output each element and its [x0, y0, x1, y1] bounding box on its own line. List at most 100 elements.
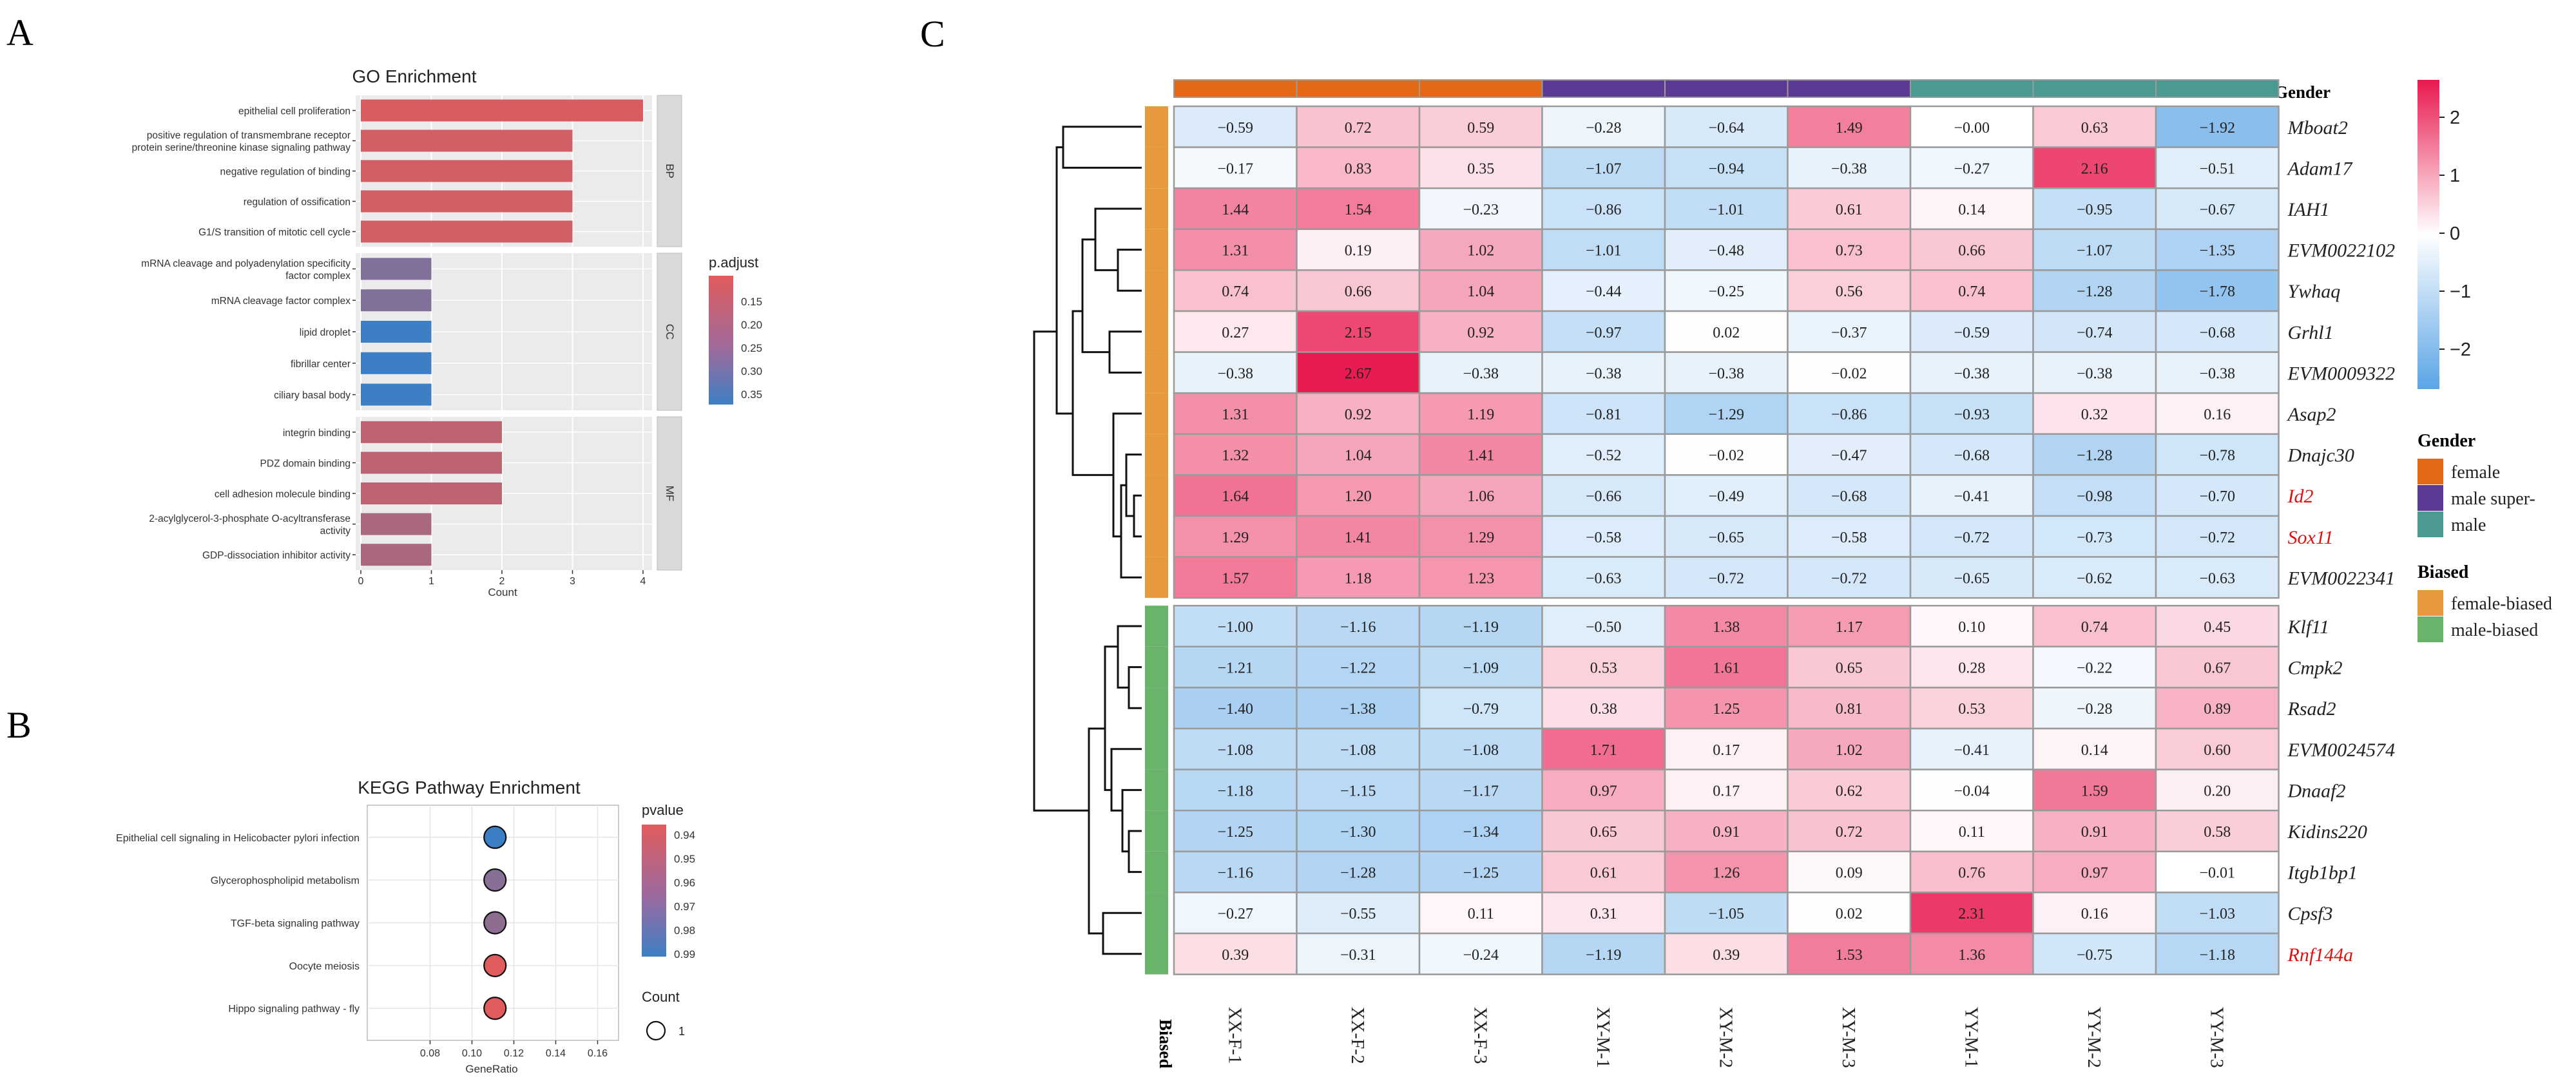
gene-label: Sox11 [2288, 527, 2334, 548]
kegg-pathway-label: Oocyte meiosis [289, 961, 360, 972]
heatmap-cell-value: 0.11 [1959, 824, 1985, 841]
heatmap-cell-value: 0.11 [1468, 906, 1494, 922]
heatmap-cell [2155, 892, 2280, 935]
heatmap-cell [1173, 687, 1298, 730]
kegg-xtick-label: 0.12 [504, 1048, 524, 1059]
heatmap-cell [1418, 515, 1543, 558]
heatmap-cell [2032, 850, 2157, 893]
dendrogram-branch [1081, 238, 1110, 354]
heatmap-cell-value: −0.38 [1708, 365, 1744, 382]
heatmap-cell-value: −0.38 [2199, 365, 2235, 382]
heatmap-cell-value: −1.28 [2077, 448, 2113, 464]
heatmap-cell-value: −0.38 [1954, 365, 1990, 382]
heatmap-cell-value: −1.07 [1586, 160, 1622, 177]
biased-annotation-cell [1145, 147, 1168, 189]
heatmap-cell-value: −0.68 [2199, 325, 2235, 341]
heatmap-cell-value: 1.32 [1222, 448, 1249, 464]
heatmap-cell-value: 0.09 [1836, 865, 1863, 882]
heatmap-cell-value: 1.49 [1836, 120, 1863, 137]
heatmap-cell [1909, 433, 2034, 476]
go-xlabel: Count [488, 586, 517, 598]
go-xtick-label: 3 [570, 576, 575, 587]
heatmap-cell-value: −1.03 [2199, 906, 2235, 922]
biased-annotation-cell [1145, 516, 1168, 557]
biased-annotation-cell [1145, 687, 1168, 729]
heatmap-cell [1909, 809, 2034, 853]
biased-annotation-cell [1145, 106, 1168, 148]
kegg-point [483, 997, 507, 1020]
heatmap-cell-value: 0.92 [1467, 325, 1494, 341]
gender-annotation-cell [2032, 79, 2157, 98]
gender-annotation-cell [2155, 79, 2280, 98]
heatmap-cell-value: 0.61 [1590, 865, 1617, 882]
go-bar [361, 258, 432, 280]
heatmap-cell-value: −0.49 [1708, 488, 1744, 505]
heatmap-cell [1664, 850, 1789, 893]
gene-label: Mboat2 [2287, 117, 2348, 138]
dendrogram-branch [1121, 788, 1142, 853]
go-term-label: protein serine/threonine kinase signalin… [132, 142, 351, 153]
kegg-pathway-label: Hippo signaling pathway - fly [228, 1004, 360, 1015]
heatmap-cell-value: −1.05 [1708, 906, 1744, 922]
gene-label: Dnaaf2 [2287, 780, 2346, 801]
legend-biased-label: male-biased [2451, 620, 2538, 640]
heatmap-cell [1296, 433, 1421, 476]
gene-label: Rsad2 [2287, 698, 2336, 720]
heatmap-cell [1296, 556, 1421, 599]
heatmap-cell [2032, 269, 2157, 312]
gene-label: Ywhaq [2288, 281, 2341, 302]
heatmap-cell [2032, 310, 2157, 353]
legend-biased-title: Biased [2417, 562, 2469, 582]
heatmap-cell [1418, 556, 1543, 599]
heatmap-cell-value: −1.18 [2199, 947, 2235, 964]
heatmap-cell [1418, 392, 1543, 435]
heatmap-cell-value: −0.52 [1586, 448, 1622, 464]
go-bar [361, 383, 432, 406]
heatmap-cell-value: −1.30 [1340, 824, 1376, 841]
heatmap-cell-value: 0.28 [1958, 660, 1985, 677]
gene-label: Klf11 [2287, 616, 2329, 638]
heatmap-cell-value: 0.74 [1222, 283, 1249, 300]
kegg-size-legend-circle [646, 1020, 666, 1041]
heatmap-cell [1909, 727, 2034, 770]
go-xtick-label: 0 [358, 576, 364, 587]
gene-label: EVM0009322 [2287, 363, 2396, 384]
heatmap-cell-value: 1.44 [1222, 202, 1249, 218]
heatmap-cell-value: −1.08 [1340, 742, 1376, 759]
heatmap-cell-value: 0.65 [1590, 824, 1617, 841]
heatmap-cell [2155, 187, 2280, 231]
heatmap-cell [1909, 310, 2034, 353]
gender-annotation-label: Gender [2274, 82, 2331, 102]
heatmap-cell [2032, 474, 2157, 517]
heatmap-cell-value: −0.73 [2077, 530, 2113, 546]
heatmap-cell-value: 1.61 [1713, 660, 1740, 677]
heatmap-cell-value: 0.02 [1836, 906, 1863, 922]
heatmap-cell [2032, 932, 2157, 975]
heatmap-cell [1541, 727, 1666, 770]
go-bar [361, 452, 502, 474]
gene-label: Id2 [2287, 486, 2314, 507]
dendrogram-branch [1110, 748, 1142, 812]
heatmap-cell-value: 1.17 [1836, 619, 1863, 636]
biased-annotation-cell [1145, 646, 1168, 688]
heatmap-cell [1787, 892, 1912, 935]
heatmap-cell [1296, 769, 1421, 812]
legend-gender-swatch [2417, 485, 2443, 511]
heatmap-cell [2155, 392, 2280, 435]
heatmap-cell [1664, 392, 1789, 435]
biased-annotation-cell [1145, 393, 1168, 434]
heatmap-cell [1418, 727, 1543, 770]
heatmap-cell-value: 0.97 [2081, 865, 2108, 882]
dendrogram-branch [1128, 830, 1142, 874]
heatmap-cell [1418, 932, 1543, 975]
row-dendrogram [1033, 126, 1142, 955]
colorbar-tick-label: −1 [2450, 282, 2471, 302]
panel-label-c: C [920, 13, 945, 55]
heatmap-cell-value: 0.63 [2081, 120, 2108, 137]
go-bar [361, 352, 432, 374]
heatmap-cell-value: −0.70 [2199, 488, 2235, 505]
go-bar [361, 482, 502, 504]
go-bar [361, 160, 573, 182]
heatmap-cell [1787, 146, 1912, 189]
